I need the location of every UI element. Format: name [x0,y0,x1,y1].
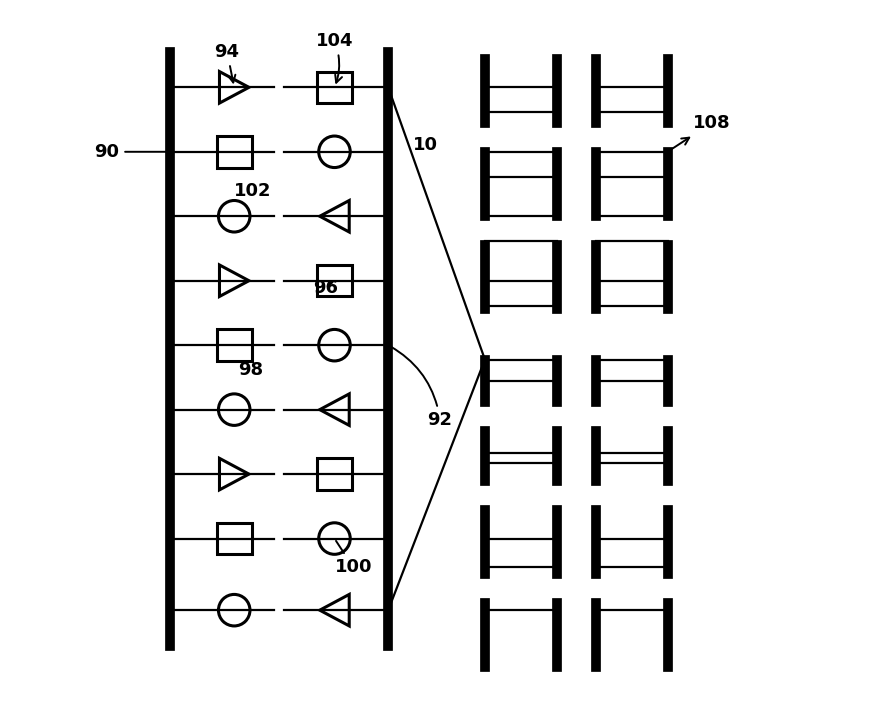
Text: 90: 90 [94,143,167,161]
Text: 108: 108 [670,114,731,150]
Text: 92: 92 [390,347,453,429]
Bar [217,136,251,168]
Text: 104: 104 [315,32,353,83]
Bar [217,523,251,554]
Text: 100: 100 [334,541,372,576]
Text: 10: 10 [413,136,438,154]
Bar [217,329,251,361]
Text: 98: 98 [238,361,263,379]
Bar [317,458,352,490]
Text: 102: 102 [234,182,272,200]
Text: 96: 96 [313,279,338,297]
Text: 94: 94 [215,42,240,83]
Bar [317,72,352,103]
Bar [317,265,352,296]
